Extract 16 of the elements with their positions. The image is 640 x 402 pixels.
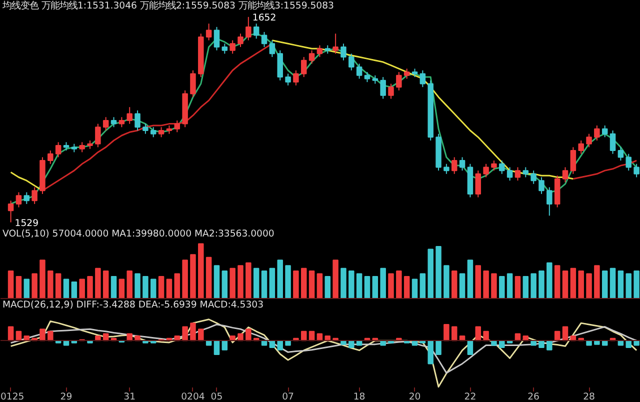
x-tick-label: 31 xyxy=(124,392,136,402)
x-tick-label: 26 xyxy=(528,392,540,402)
x-tick-label: 28 xyxy=(583,392,596,402)
chart-title: 均线变色 万能均线1:1531.3046 万能均线2:1559.5083 万能均线3:1559.5083 xyxy=(2,0,334,12)
x-tick-label: 0204 xyxy=(181,392,205,402)
x-tick-label: 20 xyxy=(408,392,421,402)
chart-title: MACD(26,12,9) DIFF:-3.4288 DEA:-5.6939 MACD:4.5303 xyxy=(2,300,264,310)
x-tick-label: 22 xyxy=(464,392,476,402)
annotation: 1529 xyxy=(14,218,39,229)
annotation: 1652 xyxy=(252,12,276,24)
x-tick-label: 0125 xyxy=(0,392,24,402)
chart-title: VOL(5,10) 57004.0000 MA1:39980.0000 MA2:33563.0000 xyxy=(2,228,274,240)
x-tick-label: 29 xyxy=(60,392,72,402)
x-tick-label: 07 xyxy=(282,392,294,402)
x-tick-label: 05 xyxy=(210,392,223,402)
x-tick-label: 18 xyxy=(353,392,366,402)
